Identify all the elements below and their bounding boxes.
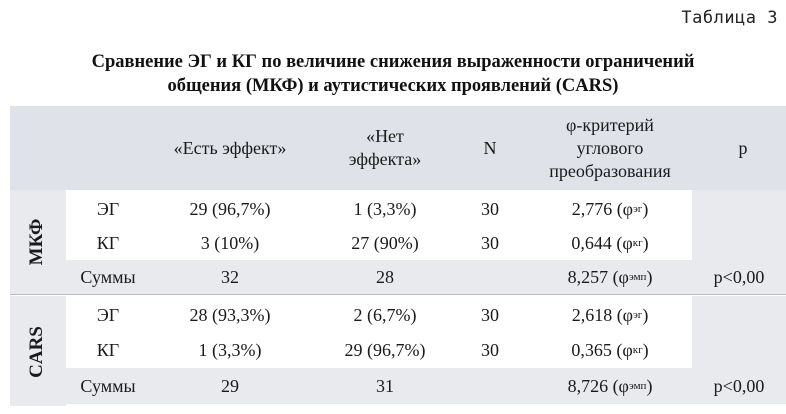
- cell-p: p<0,00: [713, 267, 765, 287]
- sum-row-shade: [66, 368, 786, 404]
- cell-n: [460, 368, 520, 404]
- phi-close-paren: ): [642, 305, 649, 325]
- phi-value-cell: 8,726 (φ эмп): [520, 368, 700, 404]
- cell-n: 30: [481, 340, 499, 360]
- row-group-name: Суммы: [80, 376, 136, 396]
- phi-value-cell: 0,365 (φ кг): [520, 332, 700, 368]
- phi-symbol: (φ: [612, 305, 634, 325]
- phi-subscript: эмп: [628, 271, 647, 283]
- phi-symbol: (φ: [611, 340, 633, 360]
- phi-value: 8,726: [567, 376, 609, 396]
- cell-yes: 1 (3,3%): [198, 340, 262, 360]
- cell-p: [692, 298, 786, 332]
- phi-close-paren: ): [642, 233, 649, 253]
- phi-symbol: (φ: [608, 267, 629, 287]
- cell-p: p<0,00: [713, 376, 765, 396]
- phi-symbol: (φ: [612, 199, 634, 219]
- p-cell-shade: [692, 190, 786, 260]
- row-group-name: КГ: [96, 340, 120, 360]
- cell-yes: 28 (93,3%): [189, 305, 271, 325]
- cell-no: 2 (6,7%): [353, 305, 417, 325]
- table-title-line-1: Сравнение ЭГ и КГ по величине снижения в…: [91, 52, 695, 72]
- header-effect-yes: «Есть эффект»: [173, 137, 287, 158]
- cell-yes: 29: [221, 376, 239, 396]
- phi-close-paren: ): [642, 199, 649, 219]
- phi-subscript: эг: [633, 203, 643, 215]
- cell-n: 30: [481, 199, 499, 219]
- header-phi-line-1: φ-критерий: [566, 114, 654, 135]
- header-n: N: [483, 137, 497, 158]
- row-group-name: ЭГ: [96, 305, 120, 325]
- phi-value: 2,618: [571, 305, 613, 325]
- cell-yes: 32: [221, 267, 239, 287]
- row-group-name: ЭГ: [96, 199, 120, 219]
- phi-subscript: кг: [632, 237, 643, 249]
- header-phi-line-3: преобразования: [549, 160, 671, 181]
- group-divider: [10, 294, 786, 295]
- phi-value: 2,776: [571, 199, 613, 219]
- header-effect-no-line-2: эффекта»: [348, 149, 422, 169]
- phi-value: 8,257: [567, 267, 609, 287]
- cell-n: 30: [481, 305, 499, 325]
- group-label-mkf: МКФ: [26, 218, 47, 266]
- phi-value: 0,365: [571, 340, 612, 360]
- phi-subscript: эг: [633, 309, 643, 321]
- cell-no: 27 (90%): [351, 233, 419, 253]
- comparison-table: «Есть эффект» «Нет эффекта» N φ-критерий…: [10, 106, 786, 406]
- cell-p: [692, 226, 786, 260]
- phi-subscript: кг: [632, 344, 643, 356]
- table-title-line-2: общения (МКФ) и аутистических проявлений…: [167, 76, 619, 96]
- cell-no: 28: [376, 267, 394, 287]
- cell-no: 29 (96,7%): [344, 340, 426, 360]
- phi-value-cell: 8,257 (φ эмп): [520, 260, 700, 294]
- phi-close-paren: ): [646, 376, 653, 396]
- group-label-cell: [10, 190, 66, 294]
- phi-value-cell: 0,644 (φ кг): [520, 226, 700, 260]
- phi-value-cell: 2,776 (φ эг): [520, 192, 700, 226]
- cell-n: 30: [481, 233, 499, 253]
- header-phi-criterion: φ-критерий углового преобразования: [520, 106, 700, 190]
- row-group-name: Суммы: [80, 267, 136, 287]
- table-title: Сравнение ЭГ и КГ по величине снижения в…: [0, 50, 786, 98]
- cell-no: 1 (3,3%): [353, 199, 417, 219]
- phi-symbol: (φ: [608, 376, 629, 396]
- cell-n: [460, 260, 520, 294]
- table-number-label: Таблица 3: [681, 8, 778, 28]
- cell-p: [692, 332, 786, 368]
- group-label-cell: [10, 296, 66, 406]
- phi-value: 0,644: [571, 233, 612, 253]
- phi-close-paren: ): [642, 340, 649, 360]
- phi-symbol: (φ: [611, 233, 633, 253]
- p-cell-shade: [692, 296, 786, 368]
- row-group-name: КГ: [96, 233, 120, 253]
- phi-close-paren: ): [646, 267, 653, 287]
- header-p: p: [738, 137, 748, 158]
- cell-no: 31: [376, 376, 394, 396]
- table-header: [10, 106, 786, 190]
- cell-p: [692, 192, 786, 226]
- group-label-cars: CARS: [26, 326, 47, 378]
- sum-row-shade: [66, 260, 786, 294]
- phi-value-cell: 2,618 (φ эг): [520, 298, 700, 332]
- header-effect-no: «Нет эффекта»: [310, 106, 460, 190]
- cell-yes: 29 (96,7%): [189, 199, 271, 219]
- header-effect-no-line-1: «Нет: [366, 126, 404, 146]
- phi-subscript: эмп: [628, 380, 647, 392]
- header-phi-line-2: углового: [576, 137, 644, 158]
- cell-yes: 3 (10%): [200, 233, 260, 253]
